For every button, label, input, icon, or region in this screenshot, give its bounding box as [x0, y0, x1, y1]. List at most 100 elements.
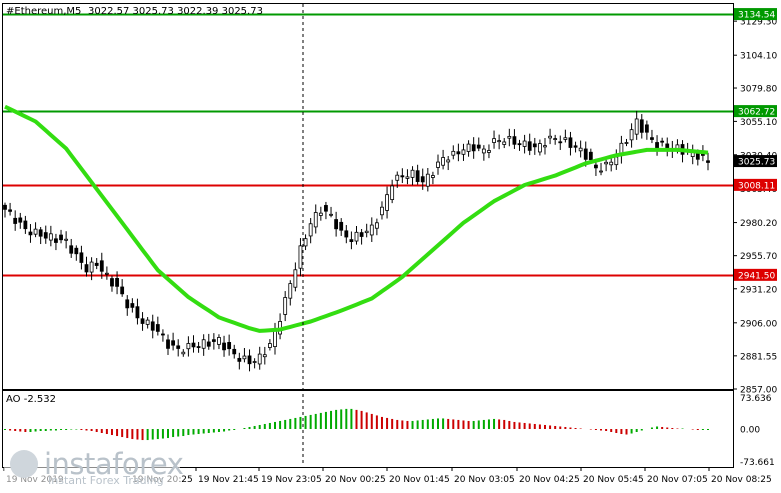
- candle: [334, 211, 339, 237]
- level-price-tag: 3008.11: [734, 178, 777, 191]
- horizontal-levels: [3, 13, 733, 277]
- candle: [43, 225, 48, 244]
- candle: [94, 258, 99, 270]
- candle: [573, 141, 578, 153]
- candle: [104, 266, 109, 280]
- candle: [59, 229, 63, 244]
- candle: [171, 332, 176, 351]
- candle: [3, 202, 7, 218]
- candle: [639, 114, 644, 139]
- candle: [237, 352, 242, 370]
- current-price-tag: 3025.73: [734, 155, 777, 168]
- candle: [634, 110, 639, 140]
- candle: [222, 335, 226, 357]
- candle: [446, 155, 451, 171]
- candle: [390, 179, 395, 204]
- candle: [558, 135, 563, 150]
- candle: [38, 226, 43, 245]
- candle: [232, 344, 237, 359]
- candles: [3, 110, 710, 372]
- candle: [201, 334, 206, 356]
- candle: [33, 222, 38, 238]
- candle: [298, 238, 303, 277]
- candle: [176, 339, 181, 357]
- candle: [64, 231, 69, 249]
- candle: [110, 275, 114, 292]
- time-tick-label: 20 Nov 04:25: [519, 475, 580, 485]
- price-tick-label: 3055.10: [740, 118, 777, 128]
- candle: [28, 224, 33, 243]
- candle: [247, 349, 252, 372]
- instaforex-logo-icon: [10, 450, 38, 478]
- candle: [278, 313, 282, 340]
- candle: [74, 245, 79, 261]
- candle: [145, 317, 150, 329]
- candle: [431, 171, 435, 185]
- candle: [273, 322, 277, 355]
- candle: [614, 149, 619, 170]
- candle: [252, 358, 257, 369]
- candle: [359, 228, 364, 245]
- candle: [517, 139, 522, 151]
- candle: [543, 137, 547, 155]
- level-price-label: 3134.54: [738, 11, 775, 21]
- chart-header-ohlc: 3022.57 3025.73 3022.39 3025.73: [88, 6, 263, 17]
- candle: [609, 157, 614, 172]
- candle: [161, 329, 165, 342]
- current-price-label: 3025.73: [738, 158, 775, 168]
- candle: [267, 339, 272, 351]
- candle: [512, 129, 517, 149]
- candle: [497, 134, 502, 150]
- candle: [344, 225, 349, 244]
- candle: [650, 129, 654, 144]
- ao-tick-label: 0.00: [740, 425, 760, 435]
- candle: [665, 137, 670, 157]
- candle: [318, 206, 323, 221]
- candle: [54, 233, 58, 251]
- price-tick-label: 2980.20: [740, 219, 777, 229]
- candle: [553, 134, 558, 145]
- candle: [120, 279, 125, 297]
- ao-tick-label: 73.636: [740, 394, 772, 404]
- candle: [502, 138, 507, 149]
- main-pane-frame: [2, 3, 734, 390]
- candle: [578, 140, 583, 158]
- price-tick-label: 3129.30: [740, 18, 777, 28]
- candle: [206, 333, 211, 350]
- time-tick-label: 20 Nov 08:25: [711, 475, 772, 485]
- candle: [629, 123, 634, 148]
- candle: [13, 210, 18, 231]
- candle: [125, 295, 130, 316]
- candle: [374, 218, 379, 236]
- candle: [227, 334, 232, 356]
- candle: [451, 145, 456, 160]
- candle: [211, 333, 216, 350]
- candle: [487, 144, 491, 159]
- candle: [166, 334, 170, 355]
- candle: [84, 256, 89, 277]
- candle: [420, 168, 425, 190]
- candle: [425, 168, 430, 192]
- candle: [283, 291, 288, 322]
- candle: [548, 128, 552, 145]
- level-price-tag: 3062.72: [734, 105, 777, 118]
- ao-pane-frame: [2, 390, 734, 468]
- candle: [476, 137, 481, 152]
- candle: [624, 138, 629, 147]
- candle: [466, 140, 471, 157]
- price-tick-label: 2857.00: [740, 386, 777, 396]
- candle: [308, 218, 313, 244]
- candle: [288, 280, 293, 306]
- candle: [690, 144, 695, 165]
- candle: [380, 201, 384, 220]
- candle: [655, 135, 659, 156]
- candle: [313, 204, 318, 234]
- candle: [461, 143, 466, 161]
- candle: [79, 245, 84, 270]
- level-price-label: 3062.72: [738, 108, 775, 118]
- price-tick-label: 3079.80: [740, 85, 777, 95]
- candle: [441, 149, 446, 170]
- level-price-label: 2941.50: [738, 271, 775, 281]
